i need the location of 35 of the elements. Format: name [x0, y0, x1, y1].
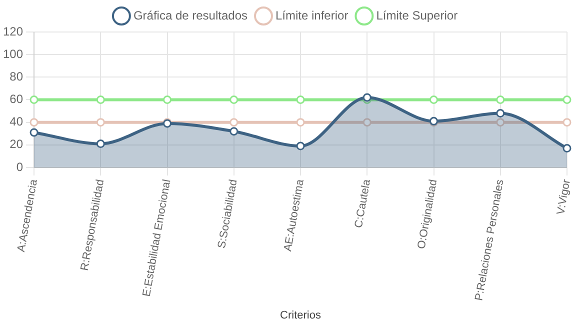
x-tick-label: P:Relaciones Personales: [473, 178, 506, 302]
point: [30, 95, 38, 104]
point: [230, 118, 238, 127]
y-tick-label: 40: [10, 114, 24, 129]
point: [96, 140, 105, 148]
point: [430, 95, 438, 104]
y-tick-label: 80: [10, 69, 24, 84]
point: [362, 118, 372, 127]
point: [96, 118, 105, 127]
y-tick-label: 100: [2, 46, 24, 61]
x-tick-label: C:Cautela: [352, 178, 374, 229]
point: [296, 95, 305, 104]
point: [96, 95, 105, 104]
point: [296, 118, 305, 127]
point: [230, 95, 238, 104]
y-tick-label: 20: [10, 137, 24, 152]
point: [30, 128, 38, 137]
point: [30, 118, 38, 127]
point: [496, 95, 505, 104]
point: [562, 144, 572, 153]
point: [562, 95, 572, 104]
y-tick-label: 60: [10, 92, 24, 106]
legend-label: Límite inferior: [276, 8, 348, 22]
point: [562, 118, 572, 127]
x-tick-label: V:Vigor: [554, 178, 573, 216]
point: [230, 127, 238, 136]
y-tick-label: 120: [2, 24, 24, 38]
legend-label: Gráfica de resultados: [133, 8, 248, 22]
legend-label: Límite Superior: [376, 8, 458, 22]
point: [496, 109, 505, 118]
point: [296, 142, 305, 150]
y-tick-label: 0: [16, 160, 24, 174]
x-axis-title: Criterios: [280, 309, 322, 322]
point: [163, 95, 172, 104]
point: [496, 118, 505, 127]
